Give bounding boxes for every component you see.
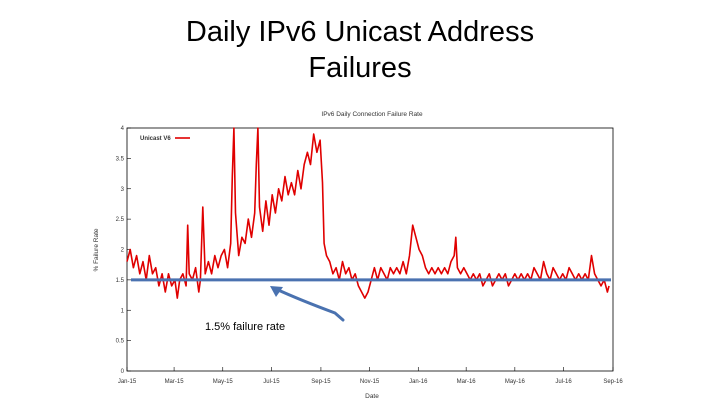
annotation-arrowhead	[270, 286, 283, 297]
y-axis-label: % Failure Rate	[93, 228, 100, 271]
x-tick-label: Jul-15	[263, 379, 280, 385]
plot-frame	[126, 127, 614, 372]
series-line-unicast-v6	[126, 127, 610, 299]
x-tick-label: Nov-15	[360, 379, 380, 385]
x-tick-label: Jan-16	[409, 379, 428, 385]
slide-title-line2: Failures	[308, 52, 412, 84]
x-axis-ticks: Jan-15 Mar-15 May-15 Jul-15 Sep-15 Nov-15 Jan-…	[118, 367, 623, 385]
y-tick-label: 1	[121, 308, 125, 314]
y-tick-label: 3.5	[116, 156, 125, 162]
legend: Unicast V6	[140, 136, 190, 142]
y-tick-label: 0.5	[116, 339, 125, 345]
y-tick-label: 2	[121, 248, 125, 254]
y-tick-label: 4	[121, 126, 125, 132]
x-tick-label: Sep-16	[603, 379, 623, 385]
x-tick-label: Jul-16	[555, 379, 572, 385]
chart-title: IPv6 Daily Connection Failure Rate	[321, 111, 423, 118]
y-tick-label: 3	[121, 187, 125, 193]
x-tick-label: Jan-15	[118, 379, 137, 385]
annotation-arrow	[274, 287, 345, 322]
legend-label-unicast-v6: Unicast V6	[140, 136, 171, 142]
x-tick-label: May-16	[505, 379, 526, 385]
y-tick-label: 0	[121, 369, 125, 375]
x-tick-label: Mar-15	[165, 379, 185, 385]
y-tick-label: 2.5	[116, 217, 125, 223]
x-tick-label: Mar-16	[457, 379, 477, 385]
slide-title: Daily IPv6 Unicast Address Failures	[0, 14, 720, 86]
annotation-label: 1.5% failure rate	[205, 321, 285, 333]
x-axis-label: Date	[365, 393, 379, 400]
x-tick-label: Sep-15	[311, 379, 331, 385]
y-axis-ticks: 0 0.5 1 1.5 2 2.5 3 3.5 4	[116, 126, 131, 375]
x-tick-label: May-15	[213, 379, 234, 385]
y-tick-label: 1.5	[116, 278, 125, 284]
slide-title-line1: Daily IPv6 Unicast Address	[185, 16, 535, 48]
